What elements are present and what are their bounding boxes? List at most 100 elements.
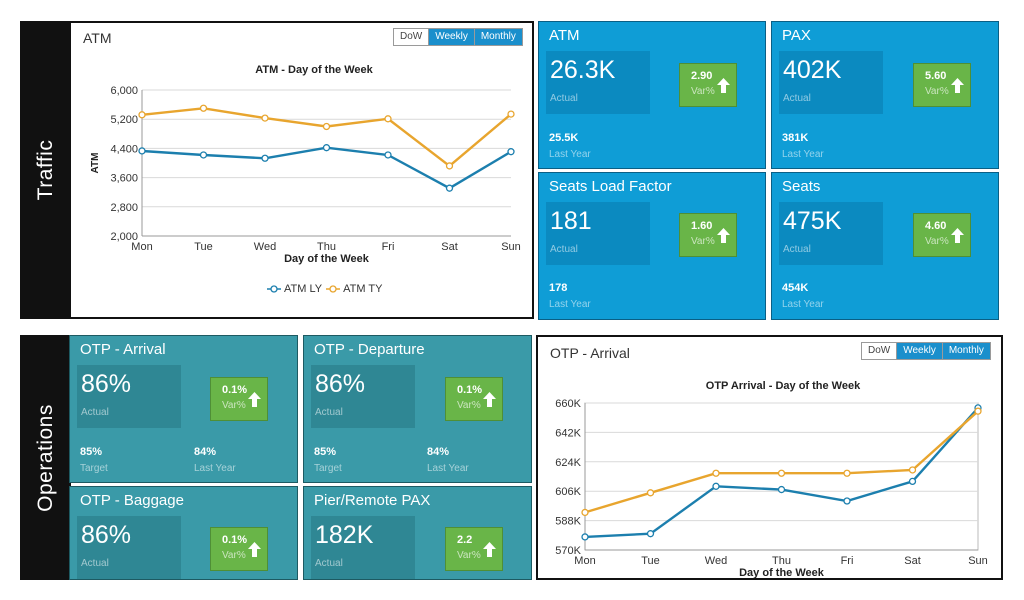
last-year-label: Last Year bbox=[194, 463, 236, 474]
target-value: 85% bbox=[314, 446, 337, 458]
variance-badge: 1.60 Var% bbox=[679, 213, 737, 257]
arrow-up-icon bbox=[717, 78, 730, 93]
series-line bbox=[141, 107, 512, 168]
kpi-title: PAX bbox=[782, 27, 811, 44]
variance-label: Var% bbox=[691, 86, 715, 97]
kpi-actual-box: 86% Actual bbox=[77, 365, 181, 428]
kpi-tile-otp-arrival[interactable]: OTP - Arrival 86% Actual 0.1% Var% 85% T… bbox=[69, 335, 298, 483]
toggle-monthly[interactable]: Monthly bbox=[941, 343, 990, 359]
data-point bbox=[199, 104, 208, 112]
kpi-actual-label: Actual bbox=[81, 407, 109, 418]
x-tick-label: Sat bbox=[904, 555, 921, 567]
variance-value: 5.60 bbox=[925, 70, 947, 82]
y-tick-label: 2,000 bbox=[110, 231, 138, 243]
data-point bbox=[581, 508, 589, 517]
x-tick-label: Mon bbox=[131, 241, 152, 253]
y-tick-label: 3,600 bbox=[110, 173, 138, 185]
kpi-actual-box: 86% Actual bbox=[77, 516, 181, 579]
data-point bbox=[445, 162, 454, 170]
data-point bbox=[507, 110, 515, 118]
x-tick-label: Fri bbox=[382, 241, 395, 253]
kpi-title: ATM bbox=[549, 27, 580, 44]
legend-ty-label[interactable]: ATM TY bbox=[343, 283, 383, 295]
y-tick-label: 588K bbox=[555, 516, 581, 528]
variance-value: 2.2 bbox=[457, 534, 473, 546]
variance-label: Var% bbox=[925, 236, 949, 247]
x-tick-label: Wed bbox=[705, 555, 727, 567]
variance-badge: 4.60 Var% bbox=[913, 213, 971, 257]
variance-badge: 2.90 Var% bbox=[679, 63, 737, 107]
kpi-actual-box: 86% Actual bbox=[311, 365, 415, 428]
x-tick-label: Thu bbox=[772, 555, 791, 567]
target-value: 85% bbox=[80, 446, 103, 458]
arrow-up-icon bbox=[248, 392, 261, 407]
toggle-weekly[interactable]: Weekly bbox=[428, 29, 474, 45]
variance-label: Var% bbox=[457, 400, 481, 411]
data-point bbox=[777, 469, 786, 477]
kpi-actual-value: 86% bbox=[81, 370, 132, 398]
data-point bbox=[322, 144, 331, 152]
kpi-tile-seats-load-factor[interactable]: Seats Load Factor 181 Actual 1.60 Var% 1… bbox=[538, 172, 766, 320]
x-tick-label: Tue bbox=[194, 241, 213, 253]
chart-title: OTP Arrival - Day of the Week bbox=[706, 380, 861, 392]
kpi-actual-label: Actual bbox=[81, 558, 109, 569]
last-year-value: 454K bbox=[782, 282, 809, 294]
traffic-section-text: Traffic bbox=[33, 139, 57, 201]
data-point bbox=[138, 147, 146, 155]
series-line bbox=[141, 146, 512, 190]
x-tick-label: Mon bbox=[574, 555, 595, 567]
x-tick-label: Tue bbox=[641, 555, 660, 567]
data-point bbox=[261, 114, 269, 122]
kpi-actual-label: Actual bbox=[550, 244, 578, 255]
kpi-actual-value: 475K bbox=[783, 207, 842, 235]
variance-value: 0.1% bbox=[457, 384, 483, 396]
data-point bbox=[384, 151, 392, 159]
toggle-weekly[interactable]: Weekly bbox=[896, 343, 942, 359]
toggle-dow[interactable]: DoW bbox=[394, 29, 429, 45]
x-axis-label: Day of the Week bbox=[284, 253, 370, 265]
last-year-label: Last Year bbox=[782, 149, 824, 160]
kpi-actual-value: 182K bbox=[315, 521, 374, 549]
kpi-actual-label: Actual bbox=[315, 558, 343, 569]
data-point bbox=[908, 477, 917, 486]
variance-badge: 0.1% Var% bbox=[210, 527, 268, 571]
data-point bbox=[138, 111, 146, 119]
last-year-label: Last Year bbox=[427, 463, 469, 474]
target-label: Target bbox=[314, 463, 342, 474]
otp-arrival-chart-panel: OTP - Arrival DoW Weekly Monthly OTP Arr… bbox=[536, 335, 1003, 580]
chart-title: ATM - Day of the Week bbox=[255, 64, 373, 76]
kpi-actual-value: 86% bbox=[81, 521, 132, 549]
legend-ty-icon bbox=[326, 285, 341, 293]
kpi-title: Pier/Remote PAX bbox=[314, 492, 431, 509]
kpi-tile-pax[interactable]: PAX 402K Actual 5.60 Var% 381K Last Year bbox=[771, 21, 999, 169]
last-year-label: Last Year bbox=[782, 299, 824, 310]
last-year-value: 84% bbox=[194, 446, 217, 458]
kpi-tile-atm[interactable]: ATM 26.3K Actual 2.90 Var% 25.5K Last Ye… bbox=[538, 21, 766, 169]
x-tick-label: Sun bbox=[968, 555, 988, 567]
kpi-tile-otp-baggage[interactable]: OTP - Baggage 86% Actual 0.1% Var% bbox=[69, 486, 298, 580]
kpi-actual-label: Actual bbox=[783, 244, 811, 255]
kpi-tile-pier-remote-pax[interactable]: Pier/Remote PAX 182K Actual 2.2 Var% bbox=[303, 486, 532, 580]
y-tick-label: 624K bbox=[555, 457, 581, 469]
data-point bbox=[507, 148, 515, 156]
kpi-actual-box: 402K Actual bbox=[779, 51, 883, 114]
variance-value: 2.90 bbox=[691, 70, 713, 82]
legend-ly-label[interactable]: ATM LY bbox=[284, 283, 323, 295]
kpi-actual-label: Actual bbox=[315, 407, 343, 418]
x-tick-label: Thu bbox=[317, 241, 336, 253]
data-point bbox=[777, 485, 786, 494]
data-point bbox=[646, 489, 655, 497]
last-year-label: Last Year bbox=[549, 149, 591, 160]
otp-period-toggle: DoW Weekly Monthly bbox=[861, 342, 991, 360]
data-point bbox=[646, 530, 655, 538]
last-year-value: 381K bbox=[782, 132, 809, 144]
legend-ly-icon bbox=[267, 285, 281, 293]
kpi-title: Seats bbox=[782, 178, 821, 195]
kpi-actual-value: 181 bbox=[550, 207, 592, 235]
kpi-tile-otp-departure[interactable]: OTP - Departure 86% Actual 0.1% Var% 85%… bbox=[303, 335, 532, 483]
last-year-label: Last Year bbox=[549, 299, 591, 310]
toggle-monthly[interactable]: Monthly bbox=[473, 29, 522, 45]
kpi-tile-seats[interactable]: Seats 475K Actual 4.60 Var% 454K Last Ye… bbox=[771, 172, 999, 320]
kpi-actual-box: 181 Actual bbox=[546, 202, 650, 265]
toggle-dow[interactable]: DoW bbox=[862, 343, 897, 359]
